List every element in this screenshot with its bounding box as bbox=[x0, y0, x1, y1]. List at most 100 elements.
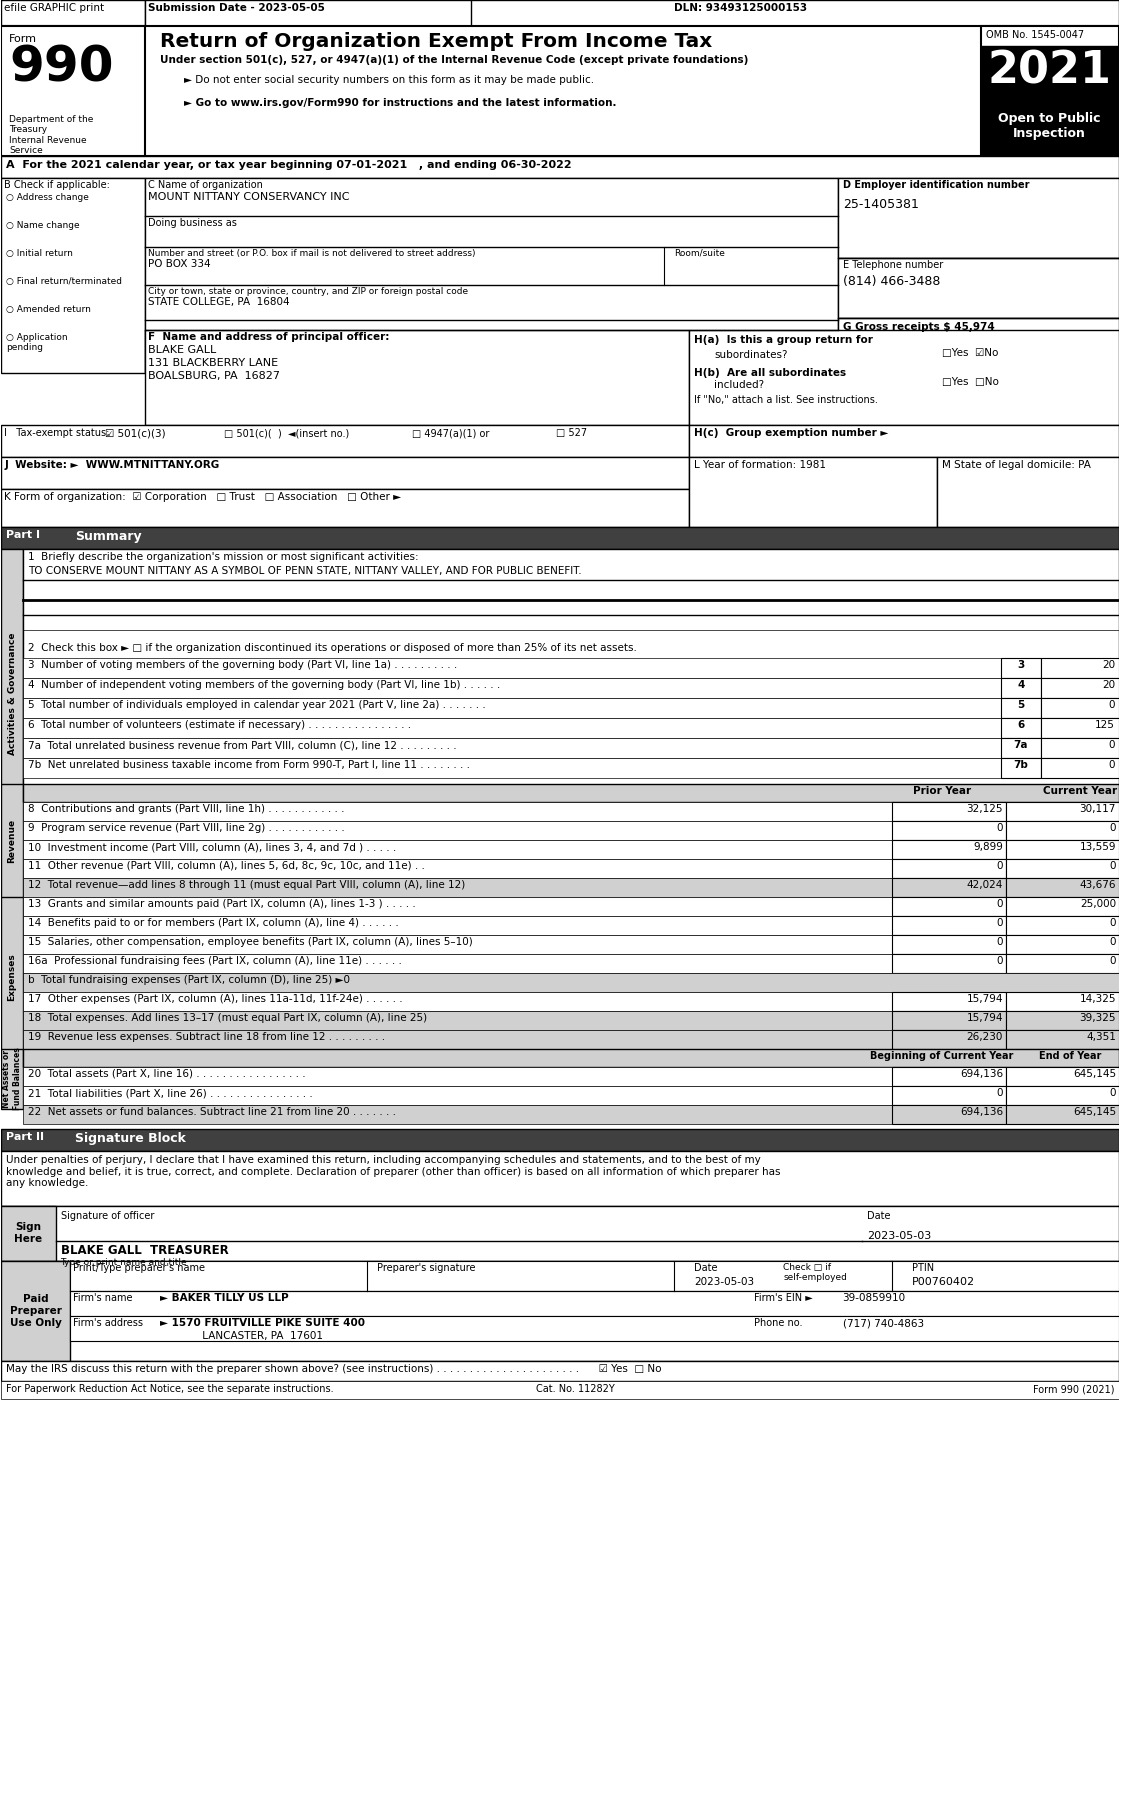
Bar bbox=[1001, 698, 1041, 718]
Text: Firm's address: Firm's address bbox=[73, 1319, 143, 1328]
Text: subordinates?: subordinates? bbox=[714, 350, 787, 359]
Text: 10  Investment income (Part VIII, column (A), lines 3, 4, and 7d ) . . . . .: 10 Investment income (Part VIII, column … bbox=[28, 842, 396, 853]
Text: E Telephone number: E Telephone number bbox=[842, 259, 943, 270]
Text: Firm's EIN ►: Firm's EIN ► bbox=[753, 1293, 812, 1302]
Text: b  Total fundraising expenses (Part IX, column (D), line 25) ►0: b Total fundraising expenses (Part IX, c… bbox=[28, 974, 350, 985]
Bar bbox=[23, 934, 1119, 954]
Bar bbox=[1041, 658, 1119, 678]
Bar bbox=[1, 178, 145, 374]
Text: A  For the 2021 calendar year, or tax year beginning 07-01-2021   , and ending 0: A For the 2021 calendar year, or tax yea… bbox=[6, 160, 571, 171]
Bar bbox=[145, 178, 838, 374]
Text: 645,145: 645,145 bbox=[1073, 1107, 1115, 1117]
Bar bbox=[23, 758, 1119, 778]
Text: G Gross receipts $ 45,974: G Gross receipts $ 45,974 bbox=[842, 323, 995, 332]
Text: B Check if applicable:: B Check if applicable: bbox=[5, 180, 110, 190]
Text: Prior Year: Prior Year bbox=[912, 785, 971, 796]
Text: 39-0859910: 39-0859910 bbox=[842, 1293, 905, 1302]
Text: Under section 501(c), 527, or 4947(a)(1) of the Internal Revenue Code (except pr: Under section 501(c), 527, or 4947(a)(1)… bbox=[159, 54, 747, 65]
Bar bbox=[892, 1105, 1006, 1125]
Text: Expenses: Expenses bbox=[8, 952, 17, 1001]
Text: 14,325: 14,325 bbox=[1079, 994, 1115, 1003]
Text: 0: 0 bbox=[1110, 918, 1115, 929]
Text: 13  Grants and similar amounts paid (Part IX, column (A), lines 1-3 ) . . . . .: 13 Grants and similar amounts paid (Part… bbox=[28, 900, 415, 909]
Text: □ 4947(a)(1) or: □ 4947(a)(1) or bbox=[412, 428, 489, 437]
Text: 26,230: 26,230 bbox=[966, 1032, 1003, 1041]
Bar bbox=[23, 840, 1119, 860]
Bar bbox=[1006, 860, 1119, 878]
Bar bbox=[1, 1048, 23, 1108]
Text: 0: 0 bbox=[997, 824, 1003, 833]
Text: 22  Net assets or fund balances. Subtract line 21 from line 20 . . . . . . .: 22 Net assets or fund balances. Subtract… bbox=[28, 1107, 396, 1117]
Text: M State of legal domicile: PA: M State of legal domicile: PA bbox=[942, 461, 1091, 470]
Text: ○ Address change: ○ Address change bbox=[6, 192, 89, 201]
Bar bbox=[23, 1105, 1119, 1125]
Bar bbox=[70, 1261, 1119, 1292]
Bar bbox=[1006, 916, 1119, 934]
Bar bbox=[689, 330, 1119, 424]
Text: 5: 5 bbox=[1017, 700, 1024, 709]
Text: 0: 0 bbox=[1110, 1088, 1115, 1097]
Text: 20: 20 bbox=[1102, 660, 1115, 669]
Bar bbox=[1001, 658, 1041, 678]
Text: 0: 0 bbox=[997, 956, 1003, 967]
Bar bbox=[23, 954, 1119, 972]
Bar bbox=[23, 784, 1119, 802]
Text: 6  Total number of volunteers (estimate if necessary) . . . . . . . . . . . . . : 6 Total number of volunteers (estimate i… bbox=[28, 720, 411, 729]
Text: 645,145: 645,145 bbox=[1073, 1068, 1115, 1079]
Bar bbox=[1006, 802, 1119, 822]
Text: D Employer identification number: D Employer identification number bbox=[842, 180, 1030, 190]
Text: PTIN: PTIN bbox=[912, 1263, 934, 1273]
Text: Part I: Part I bbox=[6, 530, 41, 541]
Text: 3: 3 bbox=[1017, 660, 1024, 669]
Bar bbox=[23, 860, 1119, 878]
Text: 694,136: 694,136 bbox=[960, 1107, 1003, 1117]
Text: 15,794: 15,794 bbox=[966, 994, 1003, 1003]
Text: For Paperwork Reduction Act Notice, see the separate instructions.: For Paperwork Reduction Act Notice, see … bbox=[6, 1384, 334, 1393]
Text: Room/suite: Room/suite bbox=[674, 249, 725, 258]
Bar bbox=[1006, 840, 1119, 860]
Text: 0: 0 bbox=[1109, 740, 1115, 749]
Bar bbox=[1006, 1030, 1119, 1048]
Bar bbox=[1006, 878, 1119, 896]
Text: 9  Program service revenue (Part VIII, line 2g) . . . . . . . . . . . .: 9 Program service revenue (Part VIII, li… bbox=[28, 824, 344, 833]
Bar bbox=[689, 424, 1119, 457]
Text: Cat. No. 11282Y: Cat. No. 11282Y bbox=[536, 1384, 614, 1393]
Text: 7a: 7a bbox=[1014, 740, 1029, 749]
Bar bbox=[1, 0, 145, 25]
Bar bbox=[1, 25, 1119, 156]
Text: 42,024: 42,024 bbox=[966, 880, 1003, 891]
Bar bbox=[23, 698, 1119, 718]
Bar bbox=[1, 25, 145, 156]
Bar bbox=[1, 1261, 70, 1360]
Text: Sign
Here: Sign Here bbox=[14, 1223, 42, 1244]
Text: Doing business as: Doing business as bbox=[148, 218, 237, 229]
Text: ► Do not enter social security numbers on this form as it may be made public.: ► Do not enter social security numbers o… bbox=[184, 74, 595, 85]
Bar bbox=[1006, 896, 1119, 916]
Text: Preparer's signature: Preparer's signature bbox=[377, 1263, 475, 1273]
Bar bbox=[892, 822, 1006, 840]
Text: 125: 125 bbox=[1095, 720, 1115, 729]
Text: 25-1405381: 25-1405381 bbox=[842, 198, 919, 210]
Text: K Form of organization:  ☑ Corporation   □ Trust   □ Association   □ Other ►: K Form of organization: ☑ Corporation □ … bbox=[5, 492, 401, 502]
Text: J  Website: ►  WWW.MTNITTANY.ORG: J Website: ► WWW.MTNITTANY.ORG bbox=[5, 461, 219, 470]
Bar bbox=[1, 424, 689, 457]
Text: Return of Organization Exempt From Income Tax: Return of Organization Exempt From Incom… bbox=[159, 33, 711, 51]
Text: Current Year: Current Year bbox=[1043, 785, 1118, 796]
Text: 4  Number of independent voting members of the governing body (Part VI, line 1b): 4 Number of independent voting members o… bbox=[28, 680, 500, 689]
Text: Date: Date bbox=[867, 1212, 891, 1221]
Text: Signature of officer: Signature of officer bbox=[61, 1212, 154, 1221]
Bar bbox=[1001, 718, 1041, 738]
Text: □Yes  □No: □Yes □No bbox=[942, 377, 998, 386]
Bar bbox=[1001, 758, 1041, 778]
Bar bbox=[23, 738, 1119, 758]
Text: Open to Public
Inspection: Open to Public Inspection bbox=[998, 112, 1101, 140]
Text: 4: 4 bbox=[1017, 680, 1024, 689]
Text: Date: Date bbox=[694, 1263, 718, 1273]
Text: 0: 0 bbox=[997, 862, 1003, 871]
Text: H(c)  Group exemption number ►: H(c) Group exemption number ► bbox=[694, 428, 889, 437]
Bar bbox=[23, 916, 1119, 934]
Text: ► Go to www.irs.gov/Form990 for instructions and the latest information.: ► Go to www.irs.gov/Form990 for instruct… bbox=[184, 98, 616, 109]
Bar bbox=[23, 1048, 1119, 1067]
Text: 0: 0 bbox=[997, 900, 1003, 909]
Bar bbox=[1, 1152, 1119, 1206]
